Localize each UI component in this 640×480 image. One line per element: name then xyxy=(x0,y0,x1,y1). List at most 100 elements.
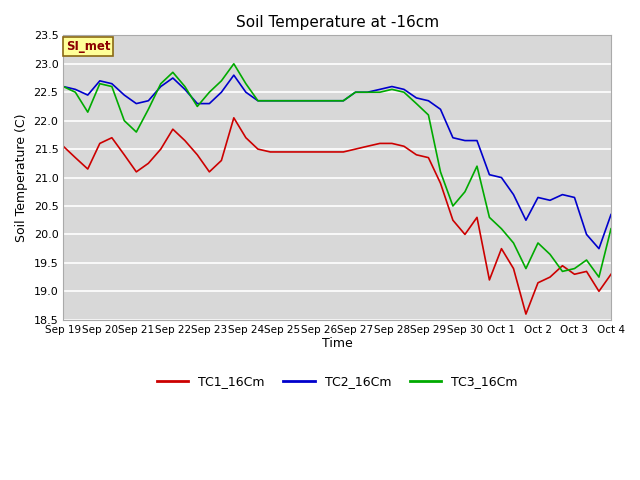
TC2_16Cm xyxy=(96,78,104,84)
TC2_16Cm xyxy=(400,86,408,92)
TC3_16Cm xyxy=(351,89,359,95)
TC2_16Cm xyxy=(218,89,225,95)
TC2_16Cm xyxy=(486,172,493,178)
TC3_16Cm xyxy=(230,61,237,67)
TC3_16Cm xyxy=(108,84,116,89)
TC2_16Cm xyxy=(84,92,92,98)
Line: TC2_16Cm: TC2_16Cm xyxy=(63,75,611,249)
TC2_16Cm xyxy=(254,98,262,104)
TC1_16Cm xyxy=(339,149,347,155)
TC2_16Cm xyxy=(230,72,237,78)
TC2_16Cm xyxy=(449,135,457,141)
TC2_16Cm xyxy=(582,231,590,237)
TC1_16Cm xyxy=(60,144,67,149)
TC2_16Cm xyxy=(108,81,116,86)
TC3_16Cm xyxy=(461,189,468,195)
TC2_16Cm xyxy=(145,98,152,104)
TC3_16Cm xyxy=(582,257,590,263)
TC3_16Cm xyxy=(424,112,432,118)
TC2_16Cm xyxy=(595,246,603,252)
TC1_16Cm xyxy=(266,149,274,155)
TC3_16Cm xyxy=(534,240,542,246)
TC1_16Cm xyxy=(242,135,250,141)
Line: TC1_16Cm: TC1_16Cm xyxy=(63,118,611,314)
TC1_16Cm xyxy=(278,149,286,155)
Text: SI_met: SI_met xyxy=(66,39,111,53)
TC3_16Cm xyxy=(376,89,384,95)
TC2_16Cm xyxy=(571,194,579,200)
TC2_16Cm xyxy=(413,95,420,101)
TC3_16Cm xyxy=(509,240,517,246)
TC3_16Cm xyxy=(218,78,225,84)
TC2_16Cm xyxy=(534,194,542,200)
TC3_16Cm xyxy=(193,104,201,109)
TC3_16Cm xyxy=(364,89,371,95)
TC3_16Cm xyxy=(169,70,177,75)
TC3_16Cm xyxy=(303,98,310,104)
TC3_16Cm xyxy=(449,203,457,209)
TC2_16Cm xyxy=(60,84,67,89)
TC3_16Cm xyxy=(315,98,323,104)
TC1_16Cm xyxy=(461,231,468,237)
TC3_16Cm xyxy=(205,89,213,95)
TC1_16Cm xyxy=(424,155,432,160)
TC2_16Cm xyxy=(193,101,201,107)
TC1_16Cm xyxy=(96,141,104,146)
TC2_16Cm xyxy=(473,138,481,144)
X-axis label: Time: Time xyxy=(322,337,353,350)
TC1_16Cm xyxy=(230,115,237,120)
TC1_16Cm xyxy=(84,166,92,172)
TC1_16Cm xyxy=(351,146,359,152)
TC3_16Cm xyxy=(145,107,152,112)
TC3_16Cm xyxy=(388,86,396,92)
TC1_16Cm xyxy=(157,146,164,152)
TC3_16Cm xyxy=(498,226,506,232)
TC1_16Cm xyxy=(522,311,530,317)
TC2_16Cm xyxy=(327,98,335,104)
Legend: TC1_16Cm, TC2_16Cm, TC3_16Cm: TC1_16Cm, TC2_16Cm, TC3_16Cm xyxy=(152,370,522,393)
TC3_16Cm xyxy=(120,118,128,123)
TC3_16Cm xyxy=(132,129,140,135)
TC2_16Cm xyxy=(169,75,177,81)
TC1_16Cm xyxy=(120,152,128,157)
TC3_16Cm xyxy=(595,274,603,280)
TC3_16Cm xyxy=(473,163,481,169)
TC2_16Cm xyxy=(120,92,128,98)
Line: TC3_16Cm: TC3_16Cm xyxy=(63,64,611,277)
TC2_16Cm xyxy=(242,89,250,95)
TC1_16Cm xyxy=(72,155,79,160)
TC3_16Cm xyxy=(400,89,408,95)
TC3_16Cm xyxy=(291,98,298,104)
TC1_16Cm xyxy=(291,149,298,155)
TC1_16Cm xyxy=(205,169,213,175)
TC2_16Cm xyxy=(436,107,444,112)
TC1_16Cm xyxy=(571,271,579,277)
TC3_16Cm xyxy=(181,84,189,89)
TC3_16Cm xyxy=(486,215,493,220)
TC1_16Cm xyxy=(436,180,444,186)
TC2_16Cm xyxy=(546,197,554,203)
TC3_16Cm xyxy=(84,109,92,115)
TC2_16Cm xyxy=(498,175,506,180)
TC2_16Cm xyxy=(278,98,286,104)
TC1_16Cm xyxy=(607,271,615,277)
TC3_16Cm xyxy=(96,81,104,86)
TC1_16Cm xyxy=(509,266,517,272)
TC2_16Cm xyxy=(351,89,359,95)
TC2_16Cm xyxy=(388,84,396,89)
TC1_16Cm xyxy=(327,149,335,155)
TC2_16Cm xyxy=(522,217,530,223)
TC1_16Cm xyxy=(132,169,140,175)
TC1_16Cm xyxy=(108,135,116,141)
TC3_16Cm xyxy=(266,98,274,104)
TC1_16Cm xyxy=(534,280,542,286)
TC1_16Cm xyxy=(169,126,177,132)
TC3_16Cm xyxy=(436,169,444,175)
TC3_16Cm xyxy=(278,98,286,104)
TC2_16Cm xyxy=(509,192,517,197)
TC3_16Cm xyxy=(254,98,262,104)
TC1_16Cm xyxy=(473,215,481,220)
TC1_16Cm xyxy=(388,141,396,146)
Title: Soil Temperature at -16cm: Soil Temperature at -16cm xyxy=(236,15,438,30)
TC3_16Cm xyxy=(559,268,566,274)
